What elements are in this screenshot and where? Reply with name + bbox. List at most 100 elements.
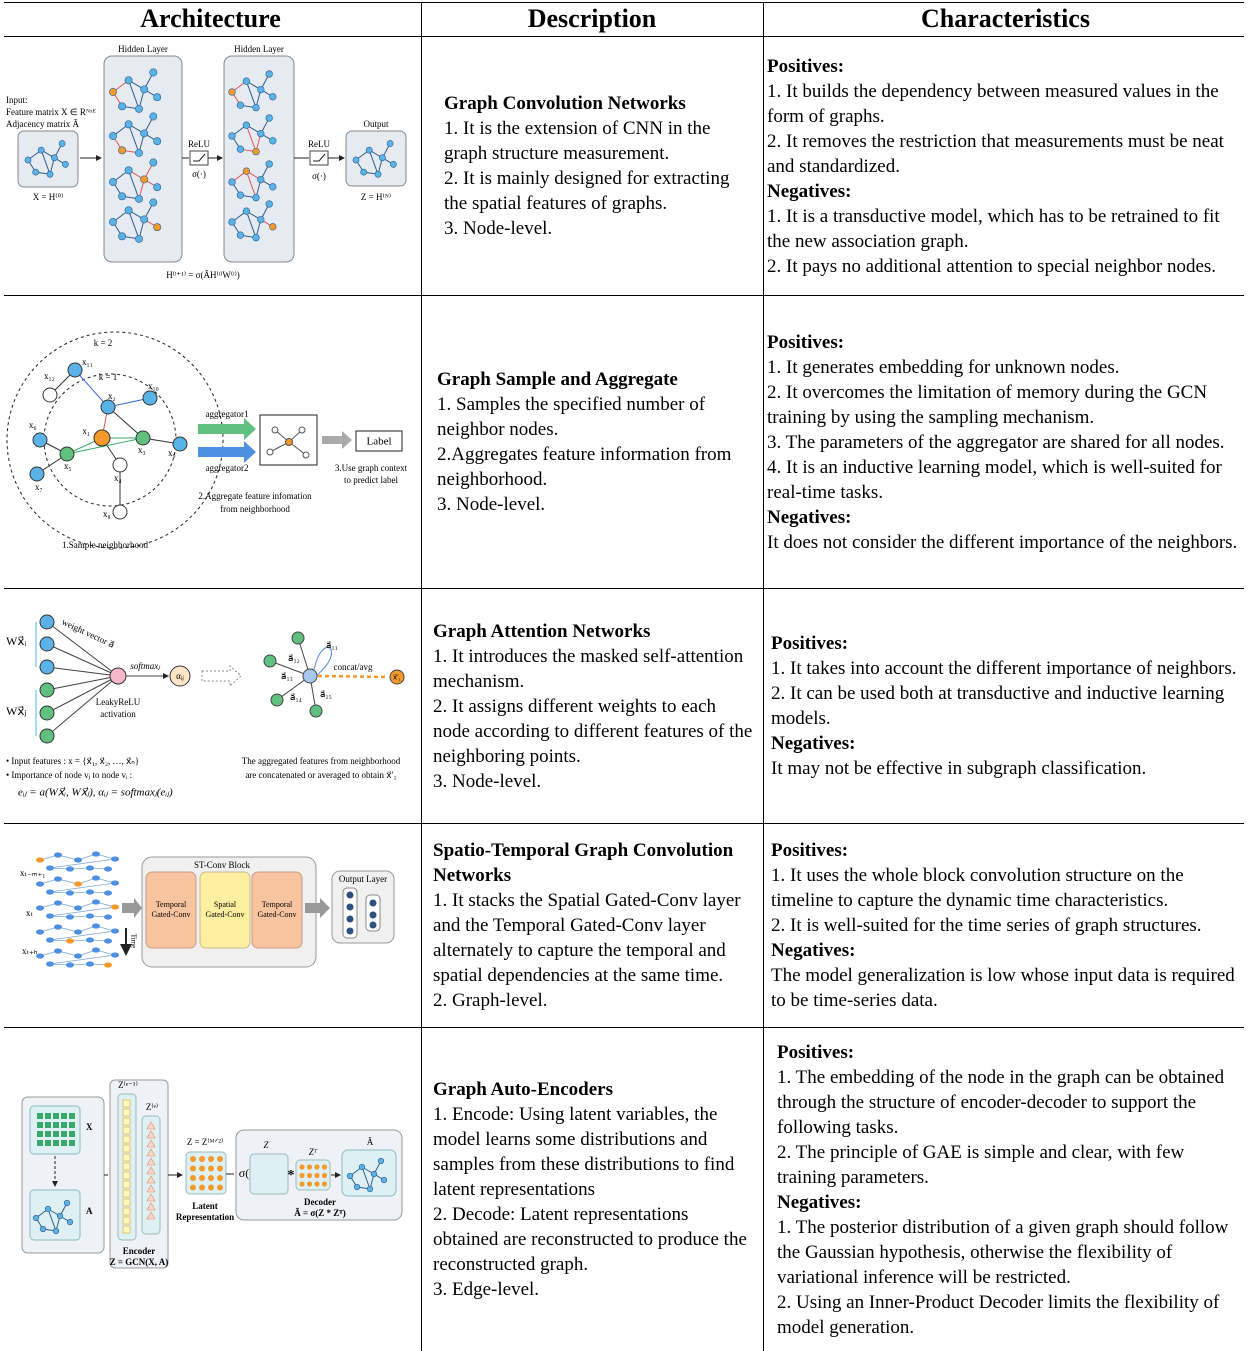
sample-nodes	[29, 362, 188, 520]
encoder-triangle	[146, 1184, 156, 1193]
decoder-dot	[306, 1172, 313, 1179]
negatives-label: Negatives:	[771, 940, 856, 961]
graph-node	[153, 183, 162, 192]
positive-item: 1. It uses the whole block convolution s…	[771, 865, 1184, 911]
encoder-cell	[122, 1216, 131, 1225]
negative-item: 1. The posterior distribution of a given…	[777, 1216, 1229, 1288]
graph-node	[109, 132, 117, 140]
graph-node	[257, 215, 265, 224]
st-node	[36, 905, 44, 911]
diagram-label: Representation	[176, 1212, 234, 1222]
diagram-label: Wx⃗ᵢ	[6, 634, 26, 648]
node-label: x₅	[64, 461, 72, 471]
diagram-label: a⃗₁₁	[326, 640, 338, 650]
latent-dot	[208, 1175, 214, 1181]
graph-edge	[245, 125, 257, 152]
st-node	[86, 937, 94, 943]
graph-node	[32, 168, 40, 176]
graph-node	[124, 76, 133, 85]
decoder-dot	[314, 1181, 320, 1187]
description-cell: Graph Convolution Networks 1. It is the e…	[422, 37, 763, 295]
graph-node	[265, 70, 273, 78]
rule	[4, 36, 1244, 37]
node-label: x₇	[35, 482, 43, 492]
st-node	[54, 876, 62, 882]
diagram-label: xₜ₋ₘ₊₁	[20, 868, 45, 878]
graph-node	[118, 146, 127, 155]
feature-cell	[69, 1113, 75, 1119]
diagram-label: Z = Z⁽ᴹᐟ²⁾	[187, 1137, 223, 1147]
graph-node	[124, 166, 133, 175]
diagram-label: ReLU	[188, 139, 210, 149]
graph-node	[242, 167, 251, 175]
feature-cell	[53, 1113, 59, 1119]
graph-node	[140, 85, 149, 94]
feature-cell	[53, 1122, 59, 1128]
graph-edge	[40, 149, 51, 175]
description-cell: Graph Auto-Encoders 1. Encode: Using late…	[422, 1028, 763, 1351]
graph-icon	[109, 68, 162, 113]
graph-node	[44, 1205, 52, 1213]
graph-edge	[128, 80, 140, 110]
graph-node	[140, 215, 149, 224]
encoder-cell	[122, 1162, 131, 1171]
st-node	[92, 899, 100, 905]
latent-dot	[208, 1156, 214, 1162]
st-node	[46, 913, 54, 919]
positive-item: 3. The parameters of the aggregator are …	[767, 431, 1225, 453]
feature-cell	[61, 1140, 67, 1146]
graph-node	[366, 1185, 374, 1193]
gat-graph	[263, 631, 405, 718]
st-node	[54, 852, 62, 858]
diagram-label: Hidden Layer	[118, 44, 168, 54]
diagram-label: Zᵀ	[309, 1147, 318, 1157]
graph-icon	[109, 112, 162, 157]
output-column	[342, 887, 358, 939]
graph-node	[39, 1225, 47, 1233]
graph-node	[135, 104, 143, 113]
graph-node	[135, 234, 143, 243]
graph-edge	[128, 124, 140, 154]
graph-node	[360, 168, 368, 176]
graph-edge	[245, 81, 257, 108]
st-node	[104, 890, 112, 896]
st-node	[104, 866, 112, 872]
graph-node	[52, 1227, 60, 1235]
description-item: 2. Graph-level.	[433, 990, 548, 1011]
positives-label: Positives:	[777, 1041, 855, 1063]
st-edge	[49, 882, 116, 893]
diagram-label: Gated-Conv	[205, 910, 244, 919]
attention-edges	[46, 621, 169, 737]
encoder-cell	[122, 1099, 131, 1108]
graph-node	[140, 129, 149, 138]
decoder-dot	[321, 1181, 328, 1187]
encoder-triangle	[146, 1193, 156, 1202]
graph-node	[252, 147, 260, 156]
rule	[421, 2, 422, 1351]
st-node	[111, 952, 119, 958]
graph-node	[242, 207, 251, 215]
st-node	[86, 913, 94, 919]
diagram-label: X = H⁽⁰⁾	[33, 192, 64, 202]
graph-node	[236, 231, 245, 239]
latent-dot	[190, 1184, 196, 1191]
st-node	[36, 881, 44, 887]
rule	[763, 2, 764, 1351]
attention-nodes	[39, 614, 191, 744]
st-node	[104, 914, 112, 920]
k2-circle	[6, 331, 224, 549]
graph-node	[265, 114, 273, 122]
graph-node	[46, 170, 54, 178]
graph-icon	[346, 1157, 388, 1193]
column-header: Architecture	[140, 4, 281, 33]
graph-node	[32, 1214, 40, 1222]
positive-item: 2. It removes the restriction that measu…	[767, 130, 1224, 177]
diagram-label: Gated-Conv	[151, 910, 190, 919]
graph-node	[140, 175, 149, 184]
graph-node	[135, 148, 143, 157]
diagram-label: σ(	[239, 1166, 249, 1180]
positives-label: Positives:	[771, 633, 849, 654]
decoder-dot	[314, 1164, 320, 1170]
st-node	[66, 866, 74, 872]
aggregator-arrow	[198, 418, 256, 440]
